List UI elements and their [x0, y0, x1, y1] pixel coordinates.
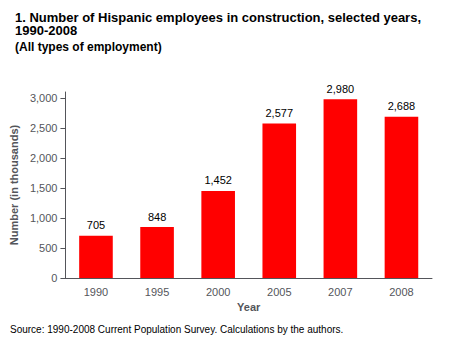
svg-text:2,980: 2,980	[327, 83, 355, 95]
svg-text:Year: Year	[237, 301, 261, 313]
svg-text:1990-2008: 1990-2008	[15, 23, 77, 38]
svg-text:(All types of employment): (All types of employment)	[15, 40, 162, 54]
svg-text:1,452: 1,452	[204, 174, 232, 186]
svg-text:1,500: 1,500	[30, 182, 58, 194]
svg-text:2,577: 2,577	[265, 107, 293, 119]
svg-text:2,688: 2,688	[388, 100, 416, 112]
svg-text:848: 848	[148, 211, 166, 223]
svg-text:1990: 1990	[84, 286, 108, 298]
svg-text:1,000: 1,000	[30, 212, 58, 224]
svg-text:1. Number of Hispanic employee: 1. Number of Hispanic employees in const…	[15, 10, 425, 25]
svg-text:705: 705	[87, 219, 105, 231]
svg-text:Source: 1990-2008 Current Popu: Source: 1990-2008 Current Population Sur…	[10, 324, 343, 335]
svg-text:2,500: 2,500	[30, 122, 58, 134]
svg-text:1995: 1995	[145, 286, 169, 298]
svg-text:3,000: 3,000	[30, 92, 58, 104]
svg-text:500: 500	[39, 242, 57, 254]
svg-text:Number (in thousands): Number (in thousands)	[8, 124, 20, 245]
svg-text:2007: 2007	[328, 286, 352, 298]
svg-text:2,000: 2,000	[30, 152, 58, 164]
svg-text:2005: 2005	[267, 286, 291, 298]
svg-text:0: 0	[51, 272, 57, 284]
svg-text:2008: 2008	[389, 286, 413, 298]
svg-text:2000: 2000	[206, 286, 230, 298]
